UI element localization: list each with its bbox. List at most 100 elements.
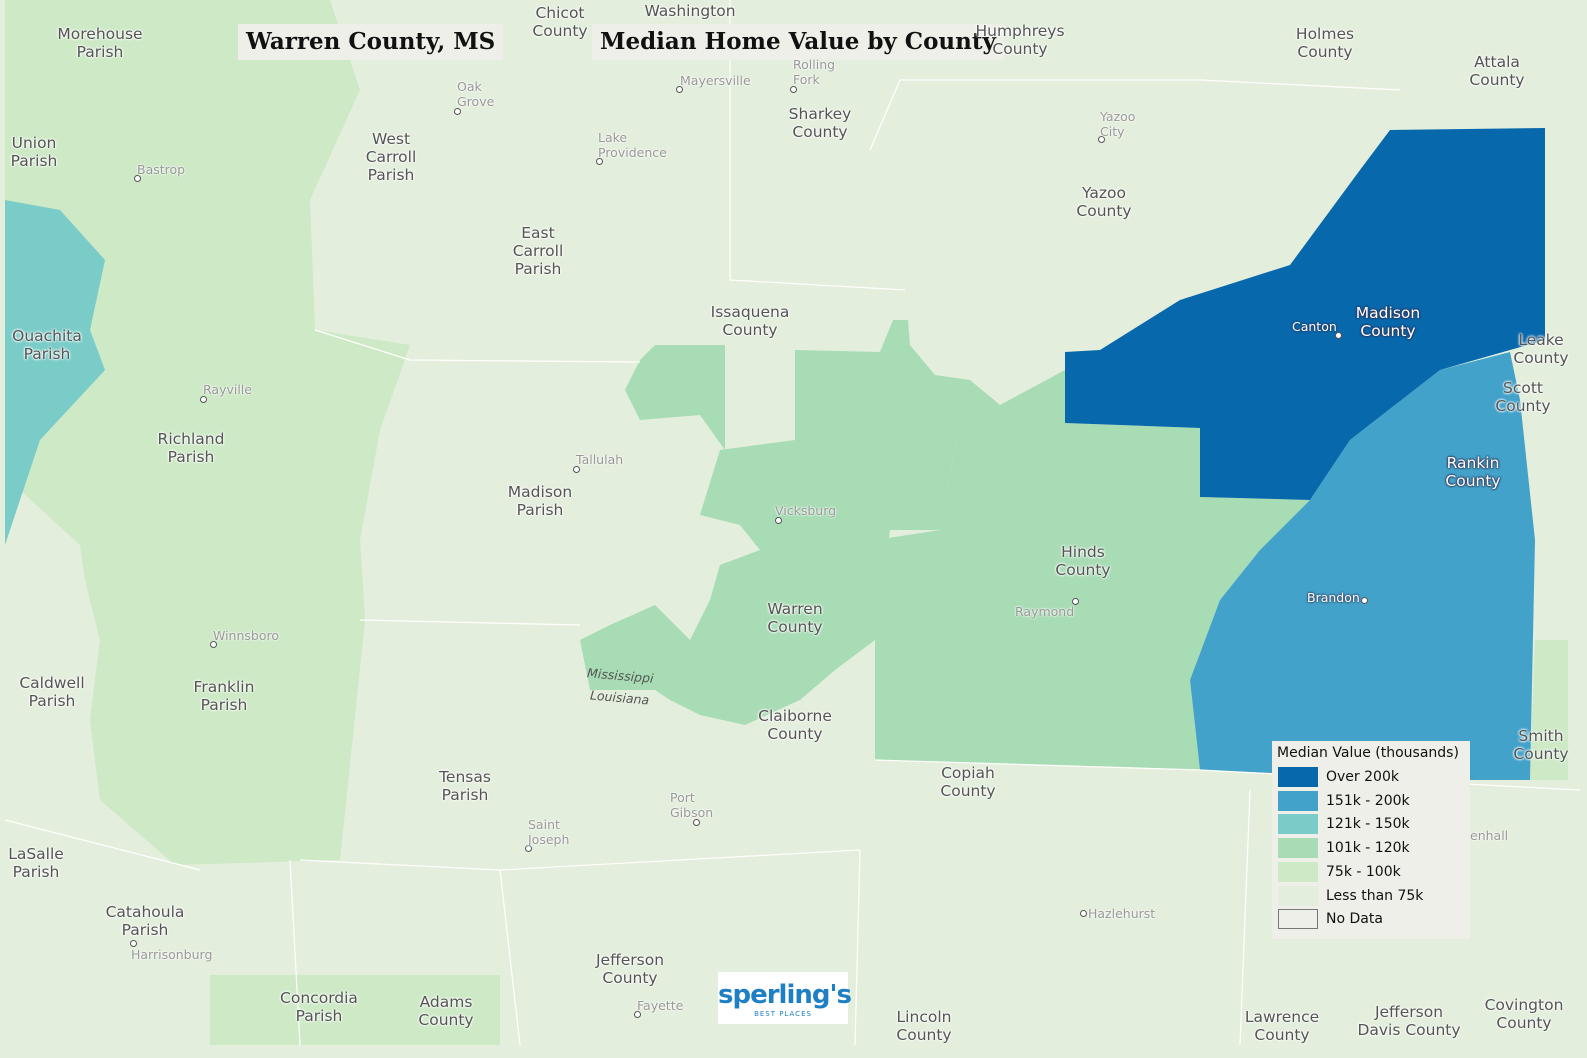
region-label-line: Parish xyxy=(23,345,71,363)
region-label-line: Hinds xyxy=(1061,543,1105,561)
region-label: Lincoln County xyxy=(896,1008,951,1044)
region-label-line: Madison xyxy=(507,483,573,501)
city-label-line: Harrisonburg xyxy=(131,947,213,962)
city-dot xyxy=(1072,598,1079,605)
city-label: Rolling Fork xyxy=(793,57,835,87)
legend-swatch xyxy=(1278,909,1318,930)
region-label: Scott County xyxy=(1495,379,1550,415)
region-label: Franklin Parish xyxy=(194,678,255,714)
region-label: Jefferson County xyxy=(596,951,664,987)
region-label-line: Carroll xyxy=(512,242,564,260)
region-label: Claiborne County xyxy=(758,707,832,743)
city-dot xyxy=(634,1011,641,1018)
borders xyxy=(4,0,1581,1046)
city-dot xyxy=(525,845,532,852)
region-label-line: Ouachita xyxy=(12,327,82,345)
city-label-line: Brandon xyxy=(1307,590,1360,605)
region-label: Madison Parish xyxy=(508,483,572,519)
city-label-line: Lake xyxy=(598,130,628,145)
region-label-line: County xyxy=(722,321,778,339)
region-label-line: County xyxy=(992,40,1048,58)
region-label-line: County xyxy=(792,123,848,141)
region-label: East Carroll Parish xyxy=(513,224,564,278)
logo-name: sperling's xyxy=(718,980,852,1010)
city-label-line: Yazoo xyxy=(1100,109,1136,124)
city-label-line: Hazlehurst xyxy=(1088,906,1156,921)
city-dot xyxy=(200,396,207,403)
legend-label: No Data xyxy=(1326,911,1383,928)
legend-title: Median Value (thousands) xyxy=(1277,745,1459,761)
region-label-line: Adams xyxy=(419,993,473,1011)
city-label: Winnsboro xyxy=(213,628,279,643)
city-label-line: Saint xyxy=(528,817,560,832)
region-label: West Carroll Parish xyxy=(366,130,417,184)
city-label-line: City xyxy=(1100,124,1125,139)
region-label: Rankin County xyxy=(1445,454,1500,490)
region-label-line: County xyxy=(1495,397,1551,415)
region-label-line: Parish xyxy=(10,152,58,170)
city-dot xyxy=(454,108,461,115)
city-label-line: enhall xyxy=(1470,828,1509,843)
region-label-line: County xyxy=(1254,1026,1310,1044)
region-label: Leake County xyxy=(1513,331,1568,367)
city-dot xyxy=(1361,597,1368,604)
region-label-line: Richland xyxy=(157,430,225,448)
region-label-line: Parish xyxy=(441,786,489,804)
region-label: Hinds County xyxy=(1055,543,1110,579)
region-label: Concordia Parish xyxy=(280,989,358,1025)
logo-tagline: BEST PLACES xyxy=(754,1010,812,1018)
city-label-line: Grove xyxy=(457,94,495,109)
city-label: Mayersville xyxy=(680,73,751,88)
city-label-line: Bastrop xyxy=(137,162,186,177)
region-label-line: County xyxy=(602,969,658,987)
region-label-line: County xyxy=(1513,349,1569,367)
region-label-line: Morehouse xyxy=(57,25,143,43)
city-label: Fayette xyxy=(637,998,683,1013)
region-label-line: Warren xyxy=(767,600,823,618)
region-label-line: Leake xyxy=(1518,331,1564,349)
city-dot xyxy=(1335,332,1342,339)
region-fill xyxy=(580,320,1000,725)
region-label-line: County xyxy=(1496,1014,1552,1032)
legend-swatch xyxy=(1278,838,1318,859)
region-label-line: Claiborne xyxy=(758,707,832,725)
city-label: Port Gibson xyxy=(670,790,713,820)
region-label-line: Attala xyxy=(1474,53,1520,71)
region-label: Attala County xyxy=(1469,53,1524,89)
region-label-line: County xyxy=(896,1026,952,1044)
region-label: Covington County xyxy=(1485,996,1564,1032)
region-label-line: Scott xyxy=(1503,379,1543,397)
region-label-line: County xyxy=(1055,561,1111,579)
city-label: Raymond xyxy=(1015,604,1074,619)
region-label-line: Tensas xyxy=(439,768,491,786)
border-lines xyxy=(4,0,1581,1046)
region-label-line: Caldwell xyxy=(19,674,85,692)
city-label: Yazoo City xyxy=(1100,109,1135,139)
region-label: Smith County xyxy=(1513,727,1568,763)
region-label-line: Lawrence xyxy=(1244,1008,1320,1026)
legend: Median Value (thousands) Over 200k 151k -… xyxy=(1272,741,1470,939)
region-label-line: Parish xyxy=(76,43,124,61)
region-label-line: Rankin xyxy=(1446,454,1500,472)
city-label-line: Rolling xyxy=(793,57,836,72)
region-label: Richland Parish xyxy=(158,430,225,466)
legend-swatch xyxy=(1278,790,1318,811)
city-label: Harrisonburg xyxy=(131,947,212,962)
city-dot xyxy=(1098,136,1105,143)
region-label-line: Parish xyxy=(200,696,248,714)
city-label: Bastrop xyxy=(137,162,185,177)
city-dot xyxy=(130,940,137,947)
region-label: Chicot County xyxy=(532,4,587,40)
region-label-line: Issaquena xyxy=(710,303,790,321)
city-dot xyxy=(693,819,700,826)
region-label-line: County xyxy=(418,1011,474,1029)
city-label-line: Gibson xyxy=(670,805,714,820)
region-label-line: Franklin xyxy=(193,678,255,696)
city-label-line: Providence xyxy=(598,145,667,160)
city-label: Rayville xyxy=(203,382,252,397)
region-fill xyxy=(875,370,1310,770)
region-label-line: Concordia xyxy=(280,989,358,1007)
region-label-line: County xyxy=(1513,745,1569,763)
legend-swatch xyxy=(1278,814,1318,835)
